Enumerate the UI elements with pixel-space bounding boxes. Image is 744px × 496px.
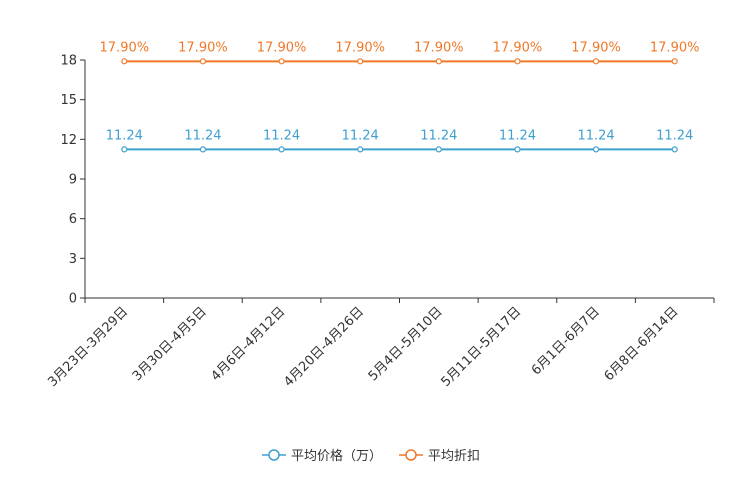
x-tick-label: 5月4日-5月10日 — [366, 304, 446, 384]
data-label: 11.24 — [184, 128, 221, 143]
x-tick-label: 6月1日-6月7日 — [529, 304, 603, 378]
legend[interactable]: 平均价格（万） 平均折扣 — [262, 448, 480, 464]
legend-item[interactable]: 平均折扣 — [399, 449, 480, 464]
data-point — [514, 58, 521, 65]
x-tick-label: 6月8日-6月14日 — [602, 304, 682, 384]
data-label: 17.90% — [571, 40, 621, 55]
y-tick-label: 15 — [60, 93, 77, 108]
y-tick-label: 18 — [60, 54, 77, 69]
data-label: 17.90% — [178, 40, 228, 55]
data-label: 17.90% — [257, 40, 307, 55]
data-point — [592, 146, 600, 153]
data-label: 11.24 — [499, 128, 536, 143]
data-point — [514, 146, 521, 153]
data-point — [199, 58, 207, 65]
data-label: 11.24 — [263, 128, 300, 143]
legend-label: 平均折扣 — [428, 449, 480, 464]
x-tick-label: 3月23日-3月29日 — [45, 304, 131, 390]
data-label: 17.90% — [650, 40, 700, 55]
data-labels: 11.24 11.24 11.24 11.24 11.24 11.24 11.24 11.24… — [100, 40, 700, 143]
data-point — [435, 58, 442, 65]
data-label: 11.24 — [420, 128, 457, 143]
data-label: 17.90% — [335, 40, 385, 55]
data-point — [278, 58, 285, 65]
y-tick-label: 0 — [69, 292, 77, 307]
y-tick-label: 6 — [69, 212, 77, 227]
x-tick-label: 4月20日-4月26日 — [281, 304, 367, 390]
series-layer — [121, 58, 678, 153]
x-tick-label: 4月6日-4月12日 — [208, 304, 288, 384]
data-point — [435, 146, 442, 153]
data-label: 17.90% — [493, 40, 543, 55]
data-label: 11.24 — [106, 128, 143, 143]
data-point — [121, 58, 128, 65]
data-label: 11.24 — [342, 128, 379, 143]
x-tick-label: 5月11日-5月17日 — [438, 304, 524, 390]
data-label: 17.90% — [414, 40, 464, 55]
y-tick-label: 9 — [69, 173, 77, 188]
data-point — [357, 146, 364, 153]
data-label: 17.90% — [100, 40, 150, 55]
axes: 0 3 6 9 12 15 18 3月23日-3月29日3月30日-4月5日4月6日-4月12… — [45, 54, 715, 390]
y-tick-label: 3 — [69, 252, 77, 267]
data-point — [357, 58, 364, 65]
legend-marker-icon — [405, 449, 417, 461]
data-point — [671, 146, 678, 153]
data-label: 11.24 — [577, 128, 614, 143]
x-tick-label: 3月30日-4月5日 — [130, 304, 210, 384]
data-point — [592, 58, 600, 65]
data-point — [671, 58, 678, 65]
data-point — [121, 146, 128, 153]
y-tick-label: 12 — [60, 133, 77, 148]
data-point — [199, 146, 207, 153]
data-point — [278, 146, 285, 153]
legend-item[interactable]: 平均价格（万） — [262, 448, 382, 464]
data-label: 11.24 — [656, 128, 693, 143]
legend-label: 平均价格（万） — [291, 448, 382, 464]
legend-marker-icon — [268, 449, 280, 461]
